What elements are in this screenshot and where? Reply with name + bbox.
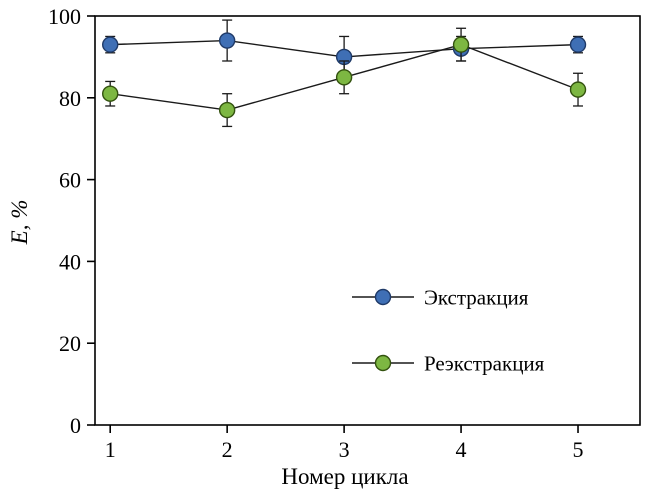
data-point-marker xyxy=(102,36,119,53)
chart-layer: 0 20 40 60 80 100 1 2 3 4 5 Экстракция Реэкстракция xyxy=(48,4,641,462)
legend-label: Реэкстракция xyxy=(424,352,545,376)
data-point-marker xyxy=(569,81,587,98)
data-point-marker xyxy=(335,69,353,86)
y-tick-label: 40 xyxy=(59,249,81,274)
x-tick-label: 2 xyxy=(222,437,233,462)
data-point-marker xyxy=(218,32,236,49)
x-axis-label: Номер цикла xyxy=(281,464,408,489)
data-point-marker xyxy=(569,36,587,53)
y-axis-label: E, % xyxy=(7,200,32,246)
plot-border xyxy=(94,15,641,426)
x-tick-label: 5 xyxy=(573,437,584,462)
y-tick-label: 0 xyxy=(70,413,81,438)
y-tick-label: 80 xyxy=(59,86,81,111)
x-tick-label: 4 xyxy=(456,437,467,462)
legend-marker xyxy=(374,354,392,372)
data-point-marker xyxy=(102,85,119,102)
y-tick-label: 20 xyxy=(59,331,81,356)
data-point-marker xyxy=(218,101,236,119)
y-tick-label: 60 xyxy=(59,168,81,193)
legend-marker xyxy=(374,288,392,306)
legend-label: Экстракция xyxy=(424,286,529,310)
x-tick-label: 1 xyxy=(105,437,116,462)
y-tick-label: 100 xyxy=(48,4,81,29)
data-point-marker xyxy=(452,36,470,53)
x-tick-label: 3 xyxy=(339,437,350,462)
